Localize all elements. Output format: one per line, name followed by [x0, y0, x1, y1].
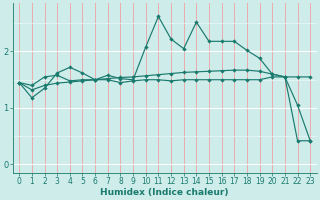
X-axis label: Humidex (Indice chaleur): Humidex (Indice chaleur) [100, 188, 229, 197]
